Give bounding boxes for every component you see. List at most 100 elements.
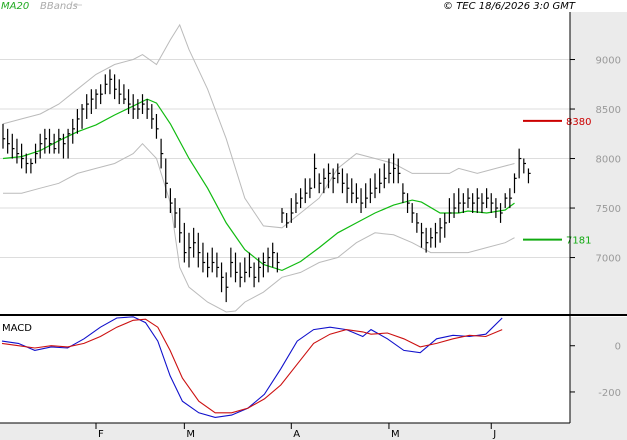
ohlc-bar: [239, 262, 243, 288]
ohlc-bar: [462, 193, 466, 213]
ohlc-bar: [332, 168, 336, 194]
ohlc-bar: [151, 104, 154, 129]
month-label: M: [186, 429, 195, 440]
macd-axis-panel: [570, 317, 627, 440]
ohlc-bar: [216, 252, 220, 278]
ohlc-bar: [388, 158, 392, 184]
macd-axis-ticks: 0 -200: [570, 342, 621, 399]
ohlc-bar: [155, 113, 159, 139]
ohlc-bar: [416, 212, 420, 233]
month-label: A: [293, 429, 300, 440]
ohlc-bar: [132, 94, 136, 119]
ohlc-bar: [169, 188, 173, 213]
ohlc-bar: [486, 188, 489, 209]
price-tick-label: 8500: [596, 105, 621, 116]
ohlc-bar: [146, 99, 150, 119]
ohlc-bar: [113, 74, 117, 100]
ohlc-bar: [127, 89, 131, 114]
ma20-legend-label: MA20: [1, 1, 29, 12]
macd-panel: [1, 316, 503, 418]
ohlc-bar: [490, 193, 494, 213]
price-levels: 8380 7181: [523, 117, 591, 247]
ohlc-bar: [72, 118, 75, 144]
ohlc-bar: [327, 163, 331, 189]
ohlc-bar: [25, 153, 29, 174]
ohlc-bar: [193, 227, 196, 258]
ohlc-bar: [95, 89, 99, 110]
ohlc-bar: [346, 173, 350, 204]
ohlc-bar: [439, 217, 443, 243]
ohlc-bar: [34, 143, 38, 164]
macd-tick-label: -200: [598, 388, 621, 399]
macd-tick-label: 0: [615, 342, 621, 353]
month-label: M: [391, 429, 400, 440]
ohlc-bar: [300, 188, 303, 209]
ohlc-bar: [165, 158, 168, 199]
ohlc-bar: [351, 178, 354, 204]
ohlc-bar: [448, 198, 452, 223]
month-label: J: [492, 429, 496, 440]
ohlc-bar: [472, 193, 475, 213]
macd-title: MACD: [2, 323, 32, 334]
ohlc-bar: [234, 252, 238, 283]
ohlc-bar: [393, 153, 396, 184]
ohlc-bar: [188, 232, 192, 268]
ohlc-bar: [53, 133, 57, 154]
ohlc-bar: [58, 128, 61, 154]
ohlc-bar: [160, 138, 164, 169]
ohlc-bar: [374, 173, 378, 199]
ohlc-bar: [179, 208, 182, 243]
ohlc-bar: [104, 74, 108, 95]
ohlc-bar: [360, 188, 364, 213]
ohlc-bar: [109, 69, 113, 95]
ohlc-bar: [495, 198, 499, 218]
ohlc-bar: [337, 163, 340, 184]
ohlc-bar: [430, 227, 433, 248]
bbands-legend-label: BBands: [40, 1, 78, 12]
ohlc-bar: [272, 242, 275, 268]
ohlc-bar: [7, 128, 10, 154]
copyright-timestamp: © TEC 18/6/2026 3:0 GMT: [443, 1, 576, 12]
price-axis-panel: [570, 12, 627, 314]
ohlc-bar: [467, 188, 471, 209]
ohlc-bar: [276, 252, 280, 273]
ohlc-bar: [21, 143, 24, 169]
ohlc-bar: [309, 178, 313, 199]
ohlc-bar: [183, 222, 187, 263]
ohlc-bar: [174, 198, 178, 228]
support-level-label: 7181: [566, 236, 591, 247]
ohlc-bar: [406, 193, 410, 213]
ohlc-bar: [304, 178, 308, 204]
ohlc-bar: [202, 242, 206, 273]
ohlc-bar: [481, 193, 485, 213]
price-bars: [2, 69, 531, 303]
ohlc-bar: [211, 247, 215, 273]
ohlc-bar: [369, 178, 373, 204]
ohlc-bar: [504, 193, 508, 209]
ohlc-bar: [118, 79, 122, 105]
price-tick-label: 9000: [596, 56, 621, 67]
time-axis-panel: [0, 423, 570, 440]
ohlc-bar: [248, 252, 252, 278]
ohlc-bar: [518, 148, 522, 179]
ohlc-bar: [286, 212, 289, 228]
ohlc-bar: [267, 247, 271, 273]
ohlc-bar: [318, 173, 322, 194]
ohlc-bar: [444, 212, 447, 238]
price-axis-ticks: 9000 8500 8000 7500 7000: [570, 56, 621, 265]
ohlc-bar: [379, 168, 382, 194]
ohlc-bar: [499, 203, 503, 223]
ohlc-bar: [365, 183, 368, 209]
ohlc-bar: [523, 158, 526, 174]
ohlc-bar: [244, 257, 247, 283]
ohlc-bar: [402, 183, 406, 204]
ohlc-bar: [509, 188, 513, 209]
ohlc-bar: [30, 158, 34, 174]
ohlc-bar: [76, 109, 80, 134]
ohlc-bar: [411, 203, 415, 223]
ohlc-bar: [44, 128, 48, 154]
ohlc-bar: [100, 84, 103, 105]
